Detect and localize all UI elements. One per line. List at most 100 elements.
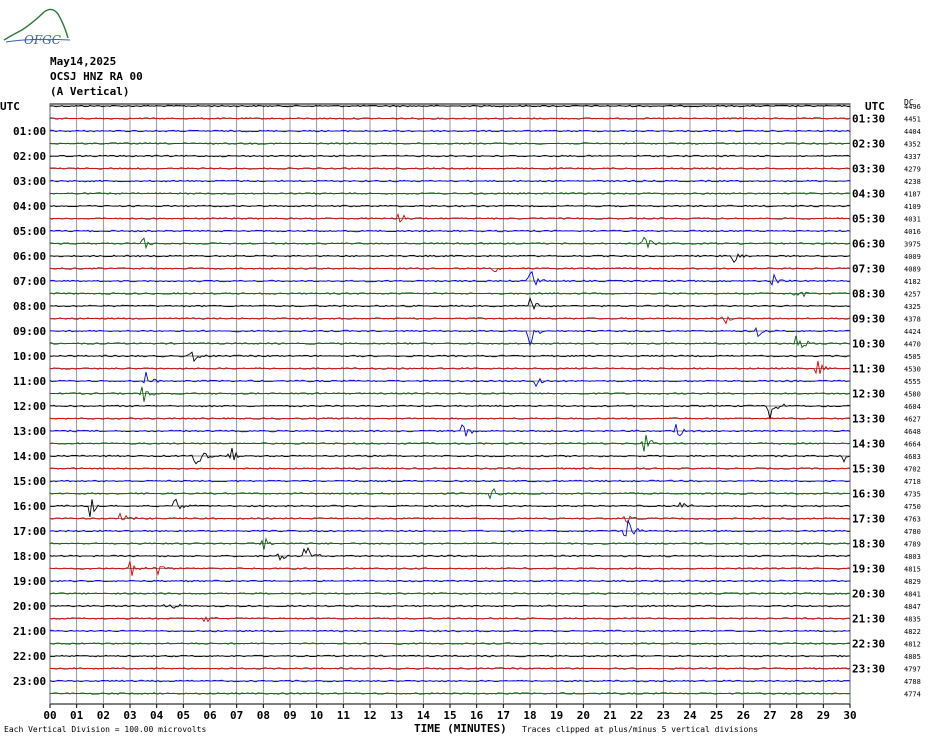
x-tick-label: 04: [150, 709, 164, 722]
dc-value: 4763: [904, 516, 921, 524]
seismic-trace: [49, 142, 851, 145]
seismic-trace: [50, 335, 851, 349]
seismic-trace: [50, 498, 851, 518]
dc-value: 4604: [904, 403, 921, 411]
x-tick-label: 05: [177, 709, 190, 722]
right-hour-label: 01:30: [852, 113, 885, 126]
dc-value: 4238: [904, 178, 921, 186]
dc-value: 4031: [904, 216, 921, 224]
x-tick-label: 14: [417, 709, 431, 722]
right-hour-label: 11:30: [852, 363, 885, 376]
x-tick-label: 29: [817, 709, 830, 722]
right-hour-label: 03:30: [852, 163, 885, 176]
left-hour-label: 05:00: [13, 225, 46, 238]
seismic-trace: [49, 229, 851, 233]
dc-value: 4774: [904, 691, 921, 699]
left-hour-label: 17:00: [13, 525, 46, 538]
dc-value: 4470: [904, 341, 921, 349]
dc-value: 4325: [904, 303, 921, 311]
x-tick-label: 10: [310, 709, 323, 722]
right-hour-label: 13:30: [852, 413, 885, 426]
seismic-trace: [49, 479, 851, 483]
right-hour-label: 12:30: [852, 388, 885, 401]
x-tick-label: 27: [763, 709, 776, 722]
right-hour-label: 18:30: [852, 538, 885, 551]
dc-value: 4352: [904, 141, 921, 149]
dc-value: 4530: [904, 366, 921, 374]
dc-value: 4664: [904, 441, 921, 449]
right-hour-label: 20:30: [852, 588, 885, 601]
dc-value: 4404: [904, 128, 921, 136]
left-hour-label: 13:00: [13, 425, 46, 438]
x-tick-label: 15: [443, 709, 456, 722]
right-hour-label: 08:30: [852, 288, 885, 301]
dc-value: 4829: [904, 578, 921, 586]
seismic-trace: [49, 417, 851, 420]
seismic-trace: [49, 296, 851, 311]
seismic-trace: [49, 253, 851, 263]
left-hour-label: 20:00: [13, 600, 46, 613]
dc-value: 4257: [904, 291, 921, 299]
clip-note: Traces clipped at plus/minus 5 vertical …: [522, 725, 759, 734]
left-hour-label: 19:00: [13, 575, 46, 588]
x-tick-label: 26: [737, 709, 751, 722]
counts-title: DC: [904, 98, 914, 107]
seismic-trace: [49, 326, 851, 347]
x-tick-label: 01: [70, 709, 84, 722]
x-tick-label: 30: [843, 709, 856, 722]
x-tick-label: 24: [683, 709, 697, 722]
dc-value: 4505: [904, 353, 921, 361]
x-tick-label: 12: [363, 709, 376, 722]
dc-value: 4683: [904, 453, 921, 461]
dc-value: 4378: [904, 316, 921, 324]
left-hour-label: 18:00: [13, 550, 46, 563]
dc-value: 4780: [904, 528, 921, 536]
dc-value: 4789: [904, 541, 921, 549]
dc-value: 4089: [904, 266, 921, 274]
dc-value: 4580: [904, 391, 921, 399]
ofgc-logo: OFGC: [3, 8, 71, 47]
left-hour-label: 10:00: [13, 350, 46, 363]
seismic-trace: [49, 654, 851, 658]
dc-value: 4735: [904, 491, 921, 499]
seismic-trace: [49, 179, 851, 183]
x-tick-label: 23: [657, 709, 670, 722]
left-hour-label: 07:00: [13, 275, 46, 288]
dc-value: 4016: [904, 228, 921, 236]
right-hour-label: 19:30: [852, 563, 885, 576]
x-tick-label: 00: [43, 709, 56, 722]
seismic-trace: [49, 267, 851, 273]
left-hour-label: 01:00: [13, 125, 46, 138]
seismic-trace: [49, 167, 851, 170]
right-hour-label: 06:30: [852, 238, 885, 251]
seismic-trace: [49, 642, 850, 645]
dc-value: 4451: [904, 116, 921, 124]
seismic-trace: [49, 692, 851, 695]
left-axis-title: UTC: [0, 100, 20, 113]
left-hour-label: 15:00: [13, 475, 46, 488]
header-date: May14,2025: [50, 55, 117, 68]
seismic-trace: [49, 192, 851, 195]
left-hour-label: 22:00: [13, 650, 46, 663]
seismic-trace: [49, 360, 851, 375]
seismic-trace: [49, 204, 851, 208]
seismic-trace: [49, 154, 851, 158]
dc-value: 4803: [904, 553, 921, 561]
seismic-trace: [49, 512, 851, 524]
header-station: OCSJ HNZ RA 00: [50, 70, 143, 83]
dc-value: 4424: [904, 328, 921, 336]
left-hour-label: 09:00: [13, 325, 46, 338]
dc-value: 4337: [904, 153, 921, 161]
dc-value: 4788: [904, 678, 921, 686]
seismic-trace: [49, 537, 851, 550]
dc-value: 4187: [904, 191, 921, 199]
left-hour-label: 08:00: [13, 300, 46, 313]
right-hour-label: 21:30: [852, 613, 885, 626]
left-hour-label: 21:00: [13, 625, 46, 638]
seismic-trace: [50, 351, 851, 363]
left-hour-label: 02:00: [13, 150, 46, 163]
right-hour-label: 07:30: [852, 263, 885, 276]
dc-value: 4279: [904, 166, 921, 174]
x-tick-label: 09: [283, 709, 296, 722]
